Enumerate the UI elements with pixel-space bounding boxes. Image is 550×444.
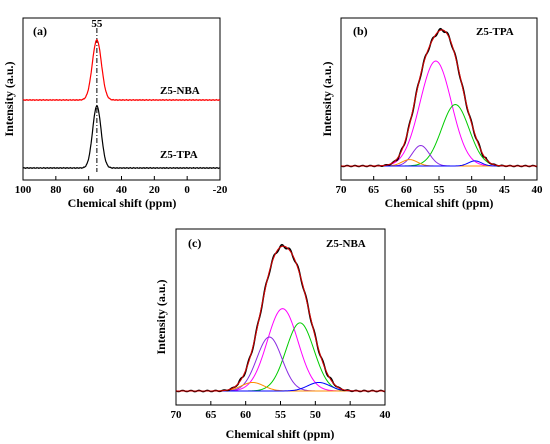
x-tick-label: 45 <box>499 184 511 196</box>
x-tick-label: 55 <box>275 409 287 421</box>
panel-a-series-label-nba: Z5-NBA <box>160 85 200 97</box>
panel-b-title: Z5-TPA <box>476 26 514 38</box>
panel-a-reference-label: 55 <box>91 18 103 30</box>
panel-a-xticks: 100 80 60 40 20 0 -20 <box>15 176 228 196</box>
panel-c-xlabel: Chemical shift (ppm) <box>226 427 335 441</box>
component-peak <box>341 104 537 167</box>
x-tick-label: 50 <box>310 409 322 421</box>
panel-a-series-label-tpa: Z5-TPA <box>160 149 198 161</box>
panel-c-series <box>175 243 386 393</box>
x-tick-label: 65 <box>205 409 217 421</box>
panel-b: 70 65 60 55 50 45 40 (b) Z5-TPA Chemical shift… <box>320 17 544 210</box>
x-tick-label: -20 <box>213 184 228 196</box>
x-tick-label: 45 <box>345 409 357 421</box>
x-tick-label: 60 <box>240 409 252 421</box>
panel-c-xticks: 70 65 60 55 50 45 40 <box>171 401 392 421</box>
panel-c-title: Z5-NBA <box>326 238 366 250</box>
panel-a-ylabel: Intensity (a.u.) <box>2 61 16 136</box>
panel-a-xlabel: Chemical shift (ppm) <box>68 196 177 210</box>
panel-a-series <box>22 38 221 170</box>
series-line-z5-tpa <box>22 104 221 170</box>
x-tick-label: 60 <box>401 184 413 196</box>
series-line-z5-nba <box>22 38 221 102</box>
x-tick-label: 40 <box>380 409 392 421</box>
x-tick-label: 70 <box>171 409 183 421</box>
fitted-envelope <box>176 245 385 392</box>
panel-b-xticks: 70 65 60 55 50 45 40 <box>336 176 544 196</box>
component-peak <box>176 308 385 392</box>
component-peak <box>176 336 385 392</box>
x-tick-label: 20 <box>149 184 161 196</box>
panel-b-series <box>340 27 538 168</box>
panel-c-ylabel: Intensity (a.u.) <box>154 279 168 354</box>
x-tick-label: 60 <box>83 184 95 196</box>
panel-c-label: (c) <box>188 236 201 250</box>
x-tick-label: 0 <box>184 184 190 196</box>
component-peak <box>341 145 537 167</box>
x-tick-label: 70 <box>336 184 348 196</box>
component-peak <box>341 60 537 167</box>
panel-c-frame <box>175 228 386 406</box>
x-tick-label: 50 <box>466 184 478 196</box>
fitted-envelope <box>341 29 537 167</box>
panel-c: 70 65 60 55 50 45 40 (c) Z5-NBA Chemical shift… <box>154 228 392 441</box>
experimental-envelope <box>340 27 538 168</box>
x-tick-label: 100 <box>15 184 32 196</box>
panel-b-ylabel: Intensity (a.u.) <box>320 61 334 136</box>
panel-b-frame <box>340 17 538 181</box>
x-tick-label: 80 <box>50 184 62 196</box>
panel-b-label: (b) <box>353 24 368 38</box>
panel-a-label: (a) <box>33 24 47 38</box>
x-tick-label: 65 <box>368 184 380 196</box>
component-peak <box>176 322 385 392</box>
x-tick-label: 40 <box>532 184 544 196</box>
x-tick-label: 55 <box>434 184 446 196</box>
experimental-envelope <box>175 243 386 393</box>
panel-a: 100 80 60 40 20 0 -20 55 (a) Z5-NBA Z5-TPA Che… <box>2 17 228 210</box>
x-tick-label: 40 <box>116 184 128 196</box>
panel-b-xlabel: Chemical shift (ppm) <box>385 196 494 210</box>
